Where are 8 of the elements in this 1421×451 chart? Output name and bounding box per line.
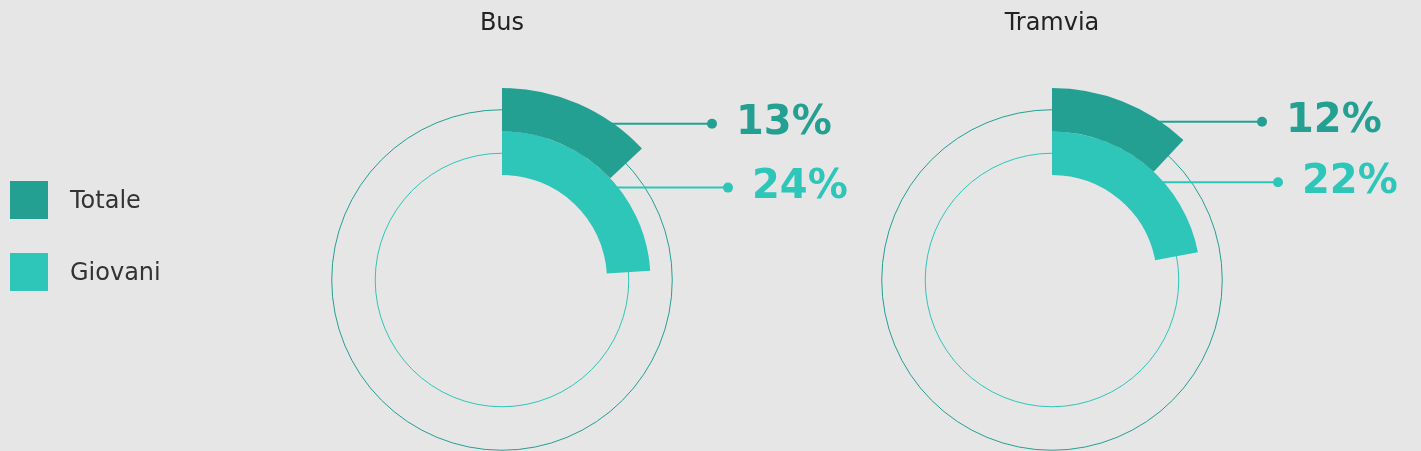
chart-title: Tramvia bbox=[1003, 8, 1101, 36]
data-label: 13% bbox=[736, 97, 832, 144]
data-label: 12% bbox=[1286, 95, 1382, 142]
legend-label: Totale bbox=[70, 186, 141, 214]
legend-label: Giovani bbox=[70, 258, 161, 286]
chart-title: Bus bbox=[478, 8, 526, 36]
data-label: 24% bbox=[752, 160, 848, 207]
data-label: 22% bbox=[1302, 155, 1398, 202]
